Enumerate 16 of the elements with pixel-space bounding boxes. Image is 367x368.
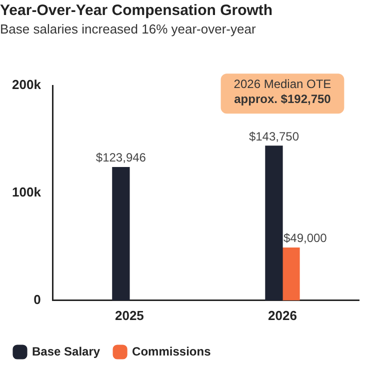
chart-title: Year-Over-Year Compensation Growth (0, 2, 273, 20)
y-tick-label: 200k (12, 77, 42, 92)
bar (265, 146, 283, 300)
y-tick-label: 100k (12, 184, 42, 200)
y-tick-label: 0 (34, 292, 41, 307)
bar (112, 166, 130, 300)
annotation: 2026 Median OTE approx. $192,750 (234, 76, 332, 106)
chart-subtitle: Base salaries increased 16% year-over-year (0, 21, 256, 36)
x-tick-label: 2025 (114, 308, 144, 323)
data-label: $49,000 (283, 231, 328, 246)
bar (282, 247, 300, 300)
legend-label: Commissions (132, 344, 212, 358)
data-label: $123,946 (96, 150, 146, 165)
legend-label: Base Salary (32, 344, 100, 358)
data-label: $143,750 (248, 129, 300, 144)
x-tick-label: 2026 (268, 308, 297, 323)
